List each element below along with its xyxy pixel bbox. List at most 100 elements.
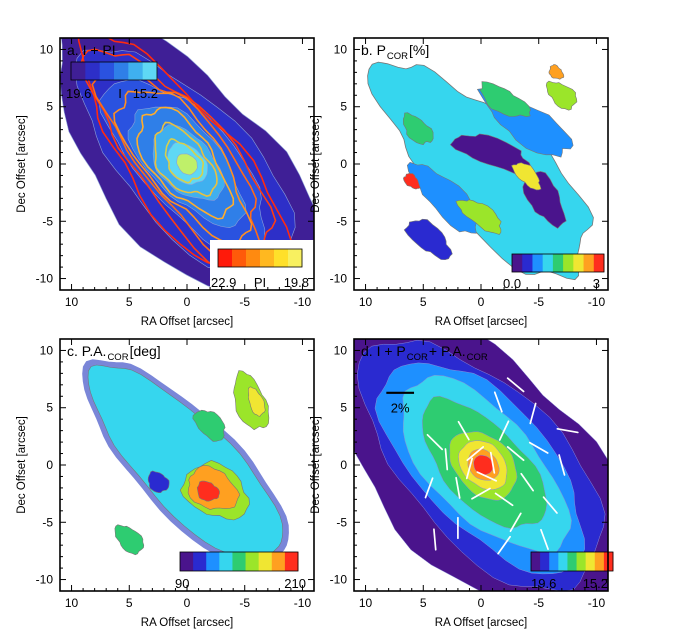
panel-title-subscript: COR	[107, 352, 128, 363]
panel-title: c. P.A.	[67, 343, 106, 359]
polarized-intensity-contour	[113, 90, 253, 245]
pi-colorbar-outline	[217, 248, 303, 268]
intensity-colorbar-swatch	[71, 62, 86, 80]
pa-colorbar-swatch	[206, 552, 220, 571]
y-tick-label: 0	[46, 157, 53, 171]
axes-1: 10 5 0 -5 -10 10 5 0 -5 -10 RA Offset [arcsec] Dec …	[16, 37, 315, 328]
pi-colorbar-swatch	[218, 249, 233, 267]
position-angle-map	[82, 359, 289, 570]
colorbar-max-label: 19.8	[284, 275, 309, 290]
x-tick-label: -5	[239, 295, 250, 309]
pi-colorbar-swatch	[260, 249, 275, 267]
colorbar-mid-label: PI	[254, 275, 266, 290]
panel-title-subscript: COR	[407, 352, 428, 363]
polarization-vector	[426, 433, 444, 451]
pa-contour	[114, 524, 145, 556]
x-tick-label: 0	[478, 295, 485, 309]
colorbar-max-label: 15.2	[583, 576, 608, 591]
x-tick-label: 5	[126, 295, 133, 309]
pa-contour	[196, 480, 220, 502]
polarization-vector	[476, 471, 498, 482]
colorbar-min-label: 19.6	[531, 576, 556, 591]
polarization-vector	[568, 362, 578, 384]
intensity-colorbar-swatch	[558, 552, 568, 571]
panel-title-1: a. I + PI	[67, 42, 116, 58]
pcor-contour	[545, 80, 578, 111]
pa-colorbar-swatch	[245, 552, 260, 571]
pa-contour	[192, 409, 226, 442]
intensity-contour-fill	[176, 153, 198, 176]
polarization-vector	[529, 402, 537, 425]
polarization-vector	[566, 398, 581, 418]
x-tick-label: -10	[588, 295, 606, 309]
polarization-vector	[498, 420, 510, 441]
axes-3: 10 5 0 -5 -10 10 5 0 -5 -10 RA Offset [arcsec] Dec …	[16, 338, 315, 629]
intensity-colorbar-swatch	[585, 552, 596, 571]
pcor-contour	[479, 81, 531, 118]
polarized-intensity-contour	[164, 138, 205, 184]
y-axis-label: Dec Offset [arcsec]	[310, 115, 322, 213]
colorbar-max-label: 3	[593, 276, 600, 291]
y-tick-label: 5	[340, 401, 347, 415]
colorbar-max-label: 210	[284, 576, 306, 591]
pi-colorbar-swatch	[246, 249, 261, 267]
intensity-colorbar-swatch	[99, 62, 115, 80]
polarization-vector	[465, 457, 473, 480]
pa-colorbar-swatch	[180, 552, 194, 571]
axes-2: 10 5 0 -5 -10 10 5 0 -5 -10 RA Offset [arcsec] Dec …	[310, 37, 609, 328]
y-tick-label: -10	[330, 573, 348, 587]
intensity-colorbar-swatch	[594, 552, 605, 571]
pi-colorbar-swatch	[232, 249, 247, 267]
polarization-vector	[471, 487, 491, 500]
x-tick-label: 0	[478, 596, 485, 610]
colorbar-max-label: 15.2	[133, 86, 158, 101]
y-tick-label: 5	[340, 100, 347, 114]
intensity-colorbar-swatch	[142, 62, 158, 80]
pcor-colorbar-swatch	[532, 254, 544, 272]
pa-colorbar-swatch	[193, 552, 207, 571]
x-tick-label: 10	[65, 596, 79, 610]
x-tick-label: 10	[65, 295, 79, 309]
pa-colorbar-swatch	[219, 552, 233, 571]
y-tick-label: -5	[42, 214, 53, 228]
pcor-contour	[406, 161, 482, 234]
pa-contour	[147, 470, 170, 494]
intensity-colorbar-swatch	[576, 552, 587, 571]
combined-map	[354, 339, 608, 591]
pa-colorbar-outline	[179, 551, 299, 572]
pcor-colorbar-swatch	[593, 254, 605, 272]
polarization-vector	[509, 512, 522, 533]
colorbar-min-label: 19.6	[66, 86, 91, 101]
y-tick-label: -10	[36, 573, 54, 587]
pcor-colorbar-swatch	[522, 254, 533, 272]
intensity-colorbar-outline	[70, 61, 158, 81]
polarization-vector	[494, 492, 514, 507]
y-axis-label: Dec Offset [arcsec]	[16, 115, 28, 213]
pcor-contour	[402, 112, 434, 146]
panel-title-subscript: COR	[467, 352, 488, 363]
x-axis-label: RA Offset [arcsec]	[435, 617, 527, 629]
pcor-colorbar-swatch	[573, 254, 584, 272]
x-tick-label: 5	[126, 596, 133, 610]
pcor-contour	[548, 64, 565, 80]
x-tick-label: -10	[294, 295, 312, 309]
x-tick-label: 5	[420, 596, 427, 610]
pa-contour	[247, 386, 266, 417]
polarization-vector	[556, 427, 579, 434]
x-axis-label: RA Offset [arcsec]	[141, 316, 233, 328]
intensity-contour-fill	[473, 454, 494, 476]
panel-title-suffix: [%]	[409, 42, 429, 58]
polarization-fraction-map	[367, 61, 594, 281]
colorbar-min-label: 22.9	[211, 275, 236, 290]
y-tick-label: 10	[40, 343, 54, 357]
x-tick-label: 5	[420, 295, 427, 309]
intensity-colorbar-swatch	[549, 552, 559, 571]
pcor-colorbar-swatch	[542, 254, 554, 272]
y-tick-label: 5	[46, 401, 53, 415]
x-tick-label: 10	[359, 596, 373, 610]
intensity-colorbar-swatch	[114, 62, 129, 80]
polarized-intensity-contour	[154, 121, 218, 197]
y-tick-label: 5	[46, 100, 53, 114]
y-tick-label: 0	[340, 157, 347, 171]
vector-scale-label: 2%	[391, 400, 410, 415]
